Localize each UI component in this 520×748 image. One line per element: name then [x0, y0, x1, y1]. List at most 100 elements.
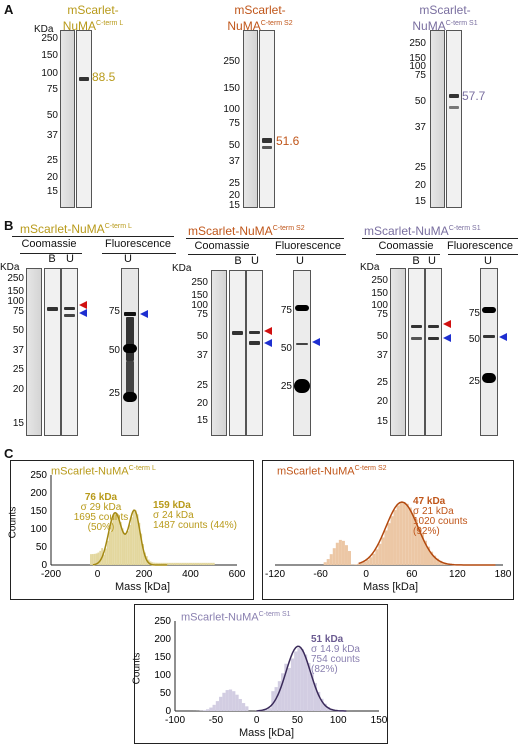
blue-arrowhead — [312, 338, 320, 346]
lane-label-b: B — [409, 255, 423, 267]
histogram-bar — [242, 703, 245, 711]
tick-label: 250 — [154, 616, 171, 627]
fluorescence-label: Fluorescence — [98, 238, 178, 250]
histogram-bar — [206, 709, 209, 711]
sample-lane-b — [44, 268, 61, 436]
band — [123, 392, 137, 402]
band — [232, 331, 243, 335]
histogram-bar — [406, 504, 409, 565]
histogram-bar — [357, 564, 360, 565]
histogram-bar — [170, 563, 172, 565]
histogram-bar — [245, 706, 248, 711]
histogram-bar — [192, 563, 194, 565]
mw-marker-label: 20 — [32, 172, 58, 183]
band — [482, 307, 496, 313]
title-main: mScarlet-NuMA — [181, 612, 259, 624]
mw-marker-label: 150 — [32, 50, 58, 61]
histogram-bar — [219, 697, 222, 711]
histogram-bar — [226, 690, 229, 711]
histogram-bar — [211, 563, 213, 565]
title-underline — [12, 236, 174, 237]
ladder-lane — [390, 268, 406, 436]
mw-marker-label: 250 — [214, 56, 240, 67]
tick-label: 400 — [182, 569, 199, 580]
histogram-bar — [200, 563, 202, 565]
band — [449, 94, 459, 98]
title-sup: C-term S2 — [355, 465, 387, 472]
mw-marker-label: 25 — [214, 178, 240, 189]
lane-label-u: U — [248, 255, 262, 267]
band — [64, 307, 75, 310]
fluorescence-lane — [293, 270, 311, 436]
band — [295, 305, 309, 311]
mw-marker-label: 75 — [400, 70, 426, 81]
peak1-annotation: 76 kDa σ 29 kDa 1695 counts (50%) — [71, 493, 131, 533]
mw-marker-label: 25 — [266, 381, 292, 392]
kda-label: KDa — [172, 263, 191, 274]
histogram-bar — [179, 563, 181, 565]
ladder-lane — [211, 270, 227, 436]
mw-marker-label: 50 — [362, 331, 388, 342]
histogram-bar — [239, 699, 242, 711]
histogram-bar — [198, 563, 200, 565]
histogram-bar — [209, 708, 212, 711]
mw-marker-label: 50 — [214, 140, 240, 151]
mw-marker-label: 25 — [362, 377, 388, 388]
sample-lane — [259, 30, 275, 208]
panel-label-a: A — [4, 2, 13, 17]
title-main: mScarlet-NuMA — [20, 222, 105, 236]
band — [64, 314, 75, 317]
histogram-bar — [235, 695, 238, 711]
histogram-bar — [194, 563, 196, 565]
tick-label: 200 — [154, 634, 171, 645]
x-axis-label: Mass [kDa] — [239, 727, 294, 739]
histogram-bar — [213, 705, 216, 711]
mw-marker-label: 15 — [214, 200, 240, 211]
histogram-bar — [202, 563, 204, 565]
mw-marker-label: 75 — [182, 309, 208, 320]
sample-lane-b — [229, 270, 246, 436]
tick-label: -60 — [313, 569, 328, 580]
peak-percent: (92%) — [413, 527, 468, 537]
histogram-bar — [122, 528, 124, 565]
tick-label: 60 — [406, 569, 418, 580]
histogram-bar — [394, 510, 397, 565]
lane-label-u-fluor: U — [481, 255, 495, 267]
blue-arrowhead — [140, 310, 148, 318]
mw-marker-label: 75 — [266, 305, 292, 316]
coomassie-label: Coomassie — [16, 238, 82, 250]
fluorescence-underline — [276, 254, 346, 255]
sample-lane — [446, 30, 462, 208]
histogram-bar — [174, 563, 176, 565]
band — [428, 337, 439, 340]
sample-lane — [76, 30, 92, 208]
tick-label: 0 — [165, 706, 171, 717]
mw-marker-label: 20 — [182, 398, 208, 409]
title-main: mScarlet-NuMA — [188, 224, 273, 238]
title-sup: C-term S2 — [273, 225, 305, 232]
mw-marker-label: 100 — [214, 104, 240, 115]
mw-marker-label: 25 — [400, 162, 426, 173]
mw-marker-label: 20 — [0, 384, 24, 395]
mw-value: 88.5 — [92, 70, 115, 84]
histogram-bar — [191, 563, 193, 565]
histogram-bar — [216, 701, 219, 711]
mw-marker-label: 15 — [362, 416, 388, 427]
mw-marker-label: 25 — [0, 364, 24, 375]
tick-label: 150 — [371, 715, 387, 726]
blue-arrowhead — [79, 309, 87, 317]
coomassie-underline — [188, 254, 256, 255]
histogram-bar — [354, 564, 357, 565]
title-sup: C-term L — [105, 223, 132, 230]
plot-title: mScarlet-NuMAC-term S2 — [277, 465, 387, 478]
mw-marker-label: 37 — [32, 130, 58, 141]
band — [126, 317, 134, 361]
histogram-bar — [291, 659, 294, 711]
mw-marker-label: 75 — [94, 306, 120, 317]
peak-percent: (82%) — [311, 665, 360, 675]
tick-label: 50 — [160, 688, 172, 699]
gel-a3-title: mScarlet- NuMAC-term S1 — [390, 4, 500, 33]
mw-marker-label: 150 — [362, 288, 388, 299]
histogram-bar — [229, 689, 232, 711]
histogram-bar — [366, 560, 369, 565]
